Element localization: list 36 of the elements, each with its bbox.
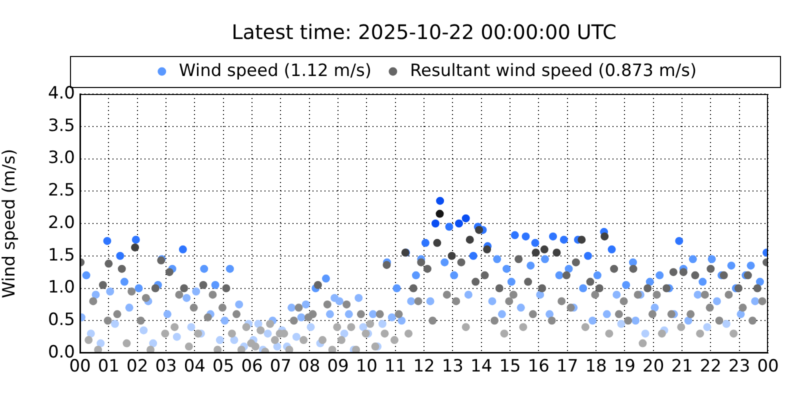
y-tick-label: 4.0 — [48, 83, 75, 104]
x-tick-label: 05 — [212, 356, 234, 377]
y-tick-label: 2.0 — [48, 212, 75, 233]
x-tick-label: 12 — [413, 356, 435, 377]
x-tick-label: 01 — [98, 356, 120, 377]
x-tick-label: 03 — [155, 356, 177, 377]
x-tick-label: 02 — [126, 356, 148, 377]
y-axis-title: Wind speed (m/s) — [0, 148, 20, 298]
x-tick-label: 13 — [442, 356, 464, 377]
x-tick-label: 21 — [671, 356, 693, 377]
x-tick-label: 08 — [298, 356, 320, 377]
y-tick-label: 2.5 — [48, 180, 75, 201]
x-tick-label: 23 — [728, 356, 750, 377]
x-tick-label: 15 — [499, 356, 521, 377]
x-tick-label: 22 — [700, 356, 722, 377]
chart-title: Latest time: 2025-10-22 00:00:00 UTC — [232, 20, 616, 44]
y-tick-label: 1.0 — [48, 278, 75, 298]
y-tick-label: 0.5 — [48, 310, 75, 330]
x-tick-label: 00 — [757, 356, 779, 377]
x-tick-label: 06 — [241, 356, 263, 377]
x-tick-label: 07 — [270, 356, 292, 377]
x-tick-label: 19 — [614, 356, 636, 377]
x-tick-label: 20 — [642, 356, 664, 377]
x-tick-label: 11 — [384, 356, 406, 377]
y-tick-label: 1.5 — [48, 245, 75, 266]
x-tick-label: 14 — [470, 356, 492, 377]
x-tick-label: 17 — [556, 356, 578, 377]
x-tick-label: 10 — [356, 356, 378, 377]
y-tick-label: 3.5 — [48, 116, 75, 136]
legend-label: Resultant wind speed (0.873 m/s) — [410, 60, 697, 81]
x-tick-label: 18 — [585, 356, 607, 377]
x-tick-label: 04 — [184, 356, 206, 377]
legend-label: Wind speed (1.12 m/s) — [178, 60, 372, 81]
x-tick-label: 09 — [327, 356, 349, 377]
x-tick-label: 16 — [528, 356, 550, 377]
y-tick-label: 3.0 — [48, 148, 75, 168]
